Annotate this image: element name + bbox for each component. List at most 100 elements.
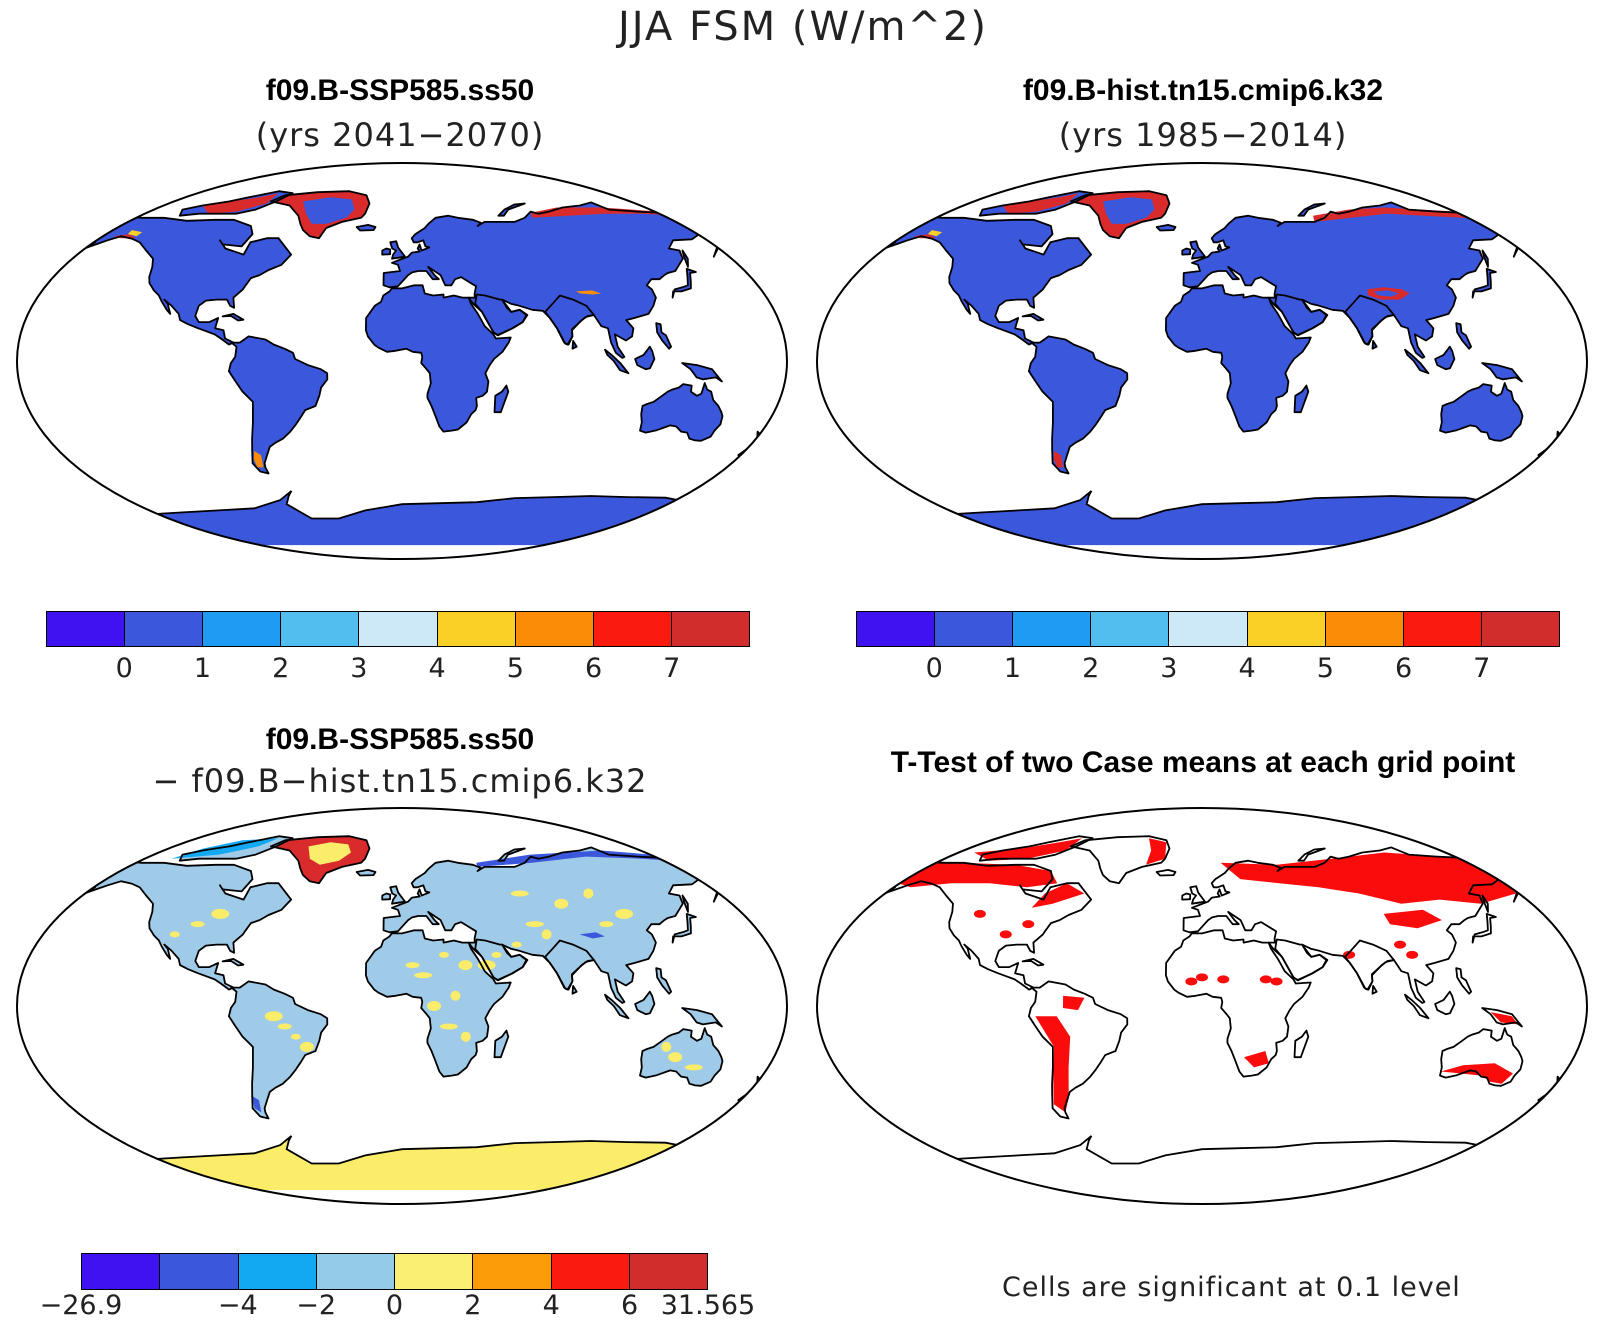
- colorbar-tick-label: 6: [621, 1290, 639, 1321]
- ocean-background: [817, 808, 1587, 1204]
- significant-cell: [1217, 975, 1230, 984]
- significant-region: [1383, 909, 1442, 929]
- significant-cell: [1259, 975, 1272, 984]
- coastline-sumatra: [604, 993, 630, 1020]
- positive-anomaly-cell: [458, 960, 473, 971]
- land-borneo: [635, 991, 655, 1015]
- coastline-africa: [1165, 929, 1312, 1078]
- coastline-southAmerica: [228, 335, 329, 475]
- arctic-hot-zone: [1313, 207, 1537, 224]
- coastline-northAmerica: [83, 858, 292, 991]
- coastline-australia: [639, 382, 724, 442]
- coastline-cuba: [221, 958, 245, 967]
- colorbar-tick-label: −4: [217, 1290, 258, 1321]
- tibet-cool-zone: [579, 932, 605, 939]
- coastline-australia: [1439, 382, 1524, 442]
- colorbar-tick-label: 31.565: [660, 1290, 756, 1321]
- coastline-ireland: [1181, 247, 1192, 256]
- coastline-sakhalin: [681, 894, 689, 913]
- colorbar-tick-label: 2: [272, 653, 290, 684]
- coastline-india: [1344, 294, 1395, 346]
- map-difference: [16, 807, 788, 1205]
- coastline-newGuinea: [681, 1007, 723, 1028]
- panel3-title: f09.B-SSP585.ss50: [265, 723, 535, 756]
- colorbar-tick-label: 4: [542, 1290, 560, 1321]
- colorbar-tick-label: −26.9: [39, 1290, 123, 1321]
- coastline-newGuinea: [1481, 362, 1523, 383]
- coastline-northAmerica: [883, 858, 1092, 991]
- coastline-northAmerica: [883, 213, 1092, 346]
- greenland-interior: [1103, 197, 1155, 224]
- panel2-subtitle: (yrs 1985−2014): [1058, 116, 1348, 154]
- coastline-britain: [1189, 240, 1206, 260]
- coastline-philippines: [655, 322, 672, 350]
- land-antarctica: [74, 1135, 730, 1191]
- tibet-warm-zone: [575, 290, 602, 295]
- coastline-madagascar: [1293, 1029, 1310, 1059]
- coastline-novayaZemlya: [1297, 202, 1326, 217]
- coastline-novayaZemlya: [497, 847, 526, 862]
- map-frame: [16, 807, 788, 1205]
- colorbar-tick-label: 2: [464, 1290, 482, 1321]
- significant-region: [1220, 852, 1550, 904]
- colorbar-swatch: [359, 612, 438, 646]
- canada-hot-zone: [202, 193, 279, 214]
- map-frame: [816, 162, 1588, 560]
- positive-anomaly-cell: [290, 1033, 301, 1040]
- colorbar-swatch: [629, 1254, 707, 1289]
- land-africa: [1165, 285, 1311, 432]
- coastline-britain: [1189, 885, 1206, 905]
- coastline-sakhalin: [681, 249, 689, 268]
- land-antarctica: [74, 490, 730, 546]
- coastline-borneo: [634, 990, 656, 1016]
- positive-anomaly-cell: [684, 1064, 703, 1071]
- colorbar-swatch: [281, 612, 360, 646]
- significant-cell: [1185, 977, 1198, 986]
- coastline-britain: [389, 885, 406, 905]
- coastline-borneo: [1434, 990, 1456, 1016]
- land-madagascar: [494, 1030, 509, 1058]
- map-ssp585: [16, 162, 788, 560]
- coastline-japan: [1471, 913, 1497, 944]
- positive-anomaly-cell: [211, 908, 230, 919]
- panel3-subtitle: − f09.B−hist.tn15.cmip6.k32: [152, 762, 648, 800]
- coastline-sumatra: [1404, 993, 1430, 1020]
- coastline-australia: [1439, 1027, 1524, 1087]
- colorbar-tick-label: 3: [350, 653, 368, 684]
- main-title: JJA FSM (W/m^2): [617, 4, 989, 50]
- colorbar-tick-label: 5: [1316, 653, 1334, 684]
- significant-region: [1063, 995, 1085, 1011]
- coastline-srilanka: [1371, 985, 1378, 995]
- positive-anomaly-cell: [525, 921, 544, 928]
- positive-anomaly-cell: [541, 929, 552, 940]
- land-eurasia: [383, 847, 744, 1003]
- coastline-antarctica: [74, 490, 731, 520]
- colorbar-tick-label: 6: [584, 653, 603, 684]
- land-philippines: [656, 323, 672, 349]
- coastline-ireland: [381, 247, 392, 256]
- coastline-greenland: [269, 835, 371, 885]
- coastline-novayaZemlya: [1297, 847, 1326, 862]
- coastline-arabia: [474, 293, 529, 336]
- land-india: [545, 940, 594, 990]
- significant-region: [974, 838, 1082, 861]
- map-hist: [816, 162, 1588, 560]
- positive-anomaly-cell: [264, 1011, 283, 1022]
- colorbar-swatch: [316, 1254, 395, 1289]
- panel1-subtitle: (yrs 2041−2070): [255, 116, 545, 154]
- coastline-antarctica: [874, 1135, 1531, 1165]
- colorbar-tick-label: 5: [506, 653, 524, 684]
- land-northAmerica: [84, 214, 292, 345]
- colorbar-swatch: [1403, 612, 1482, 646]
- positive-anomaly-cell: [510, 890, 529, 897]
- land-madagascar: [494, 385, 509, 413]
- ocean-background: [17, 808, 787, 1204]
- colorbar-tick-label: 6: [1394, 653, 1413, 684]
- coastline-philippines: [1455, 322, 1472, 350]
- land-madagascar: [1294, 385, 1309, 413]
- positive-anomaly-cell: [599, 921, 614, 928]
- positive-anomaly-cell: [169, 931, 180, 938]
- coastline-iceland: [355, 224, 377, 232]
- colorbar-swatch: [160, 1254, 239, 1289]
- colorbar-difference: [81, 1253, 708, 1290]
